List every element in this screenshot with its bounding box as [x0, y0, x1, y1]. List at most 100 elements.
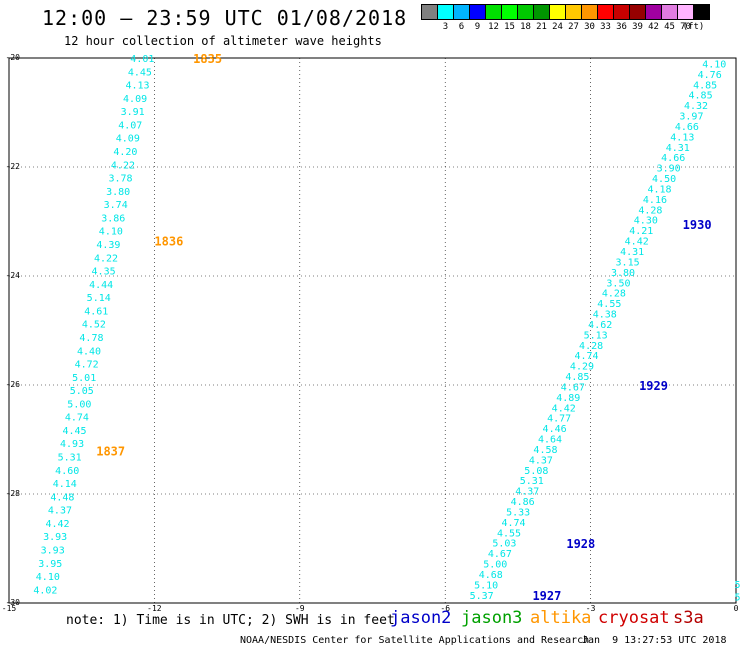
wave-height-value: 3.80: [611, 268, 635, 279]
wave-height-value: 4.28: [579, 341, 603, 352]
wave-height-value: 4.62: [588, 320, 612, 331]
wave-height-value: 3.80: [106, 187, 130, 198]
wave-height-value: 4.40: [77, 346, 101, 357]
color-scale-label: 3: [442, 22, 449, 32]
wave-height-value: 4.22: [94, 253, 118, 264]
longitude-tick-label: -6: [440, 604, 450, 613]
wave-height-value: 4.10: [36, 572, 60, 583]
track-time-label: 1928: [566, 537, 595, 551]
wave-height-value: 4.42: [45, 519, 69, 530]
wave-height-value: 4.02: [33, 585, 57, 596]
wave-height-value: 5.33: [506, 507, 530, 518]
wave-height-value: 4.46: [543, 424, 567, 435]
legend-item-jason2: jason2: [390, 608, 452, 628]
wave-height-value: 4.48: [50, 492, 74, 503]
wave-height-value: 5.01: [72, 373, 96, 384]
wave-height-value: 4.66: [675, 122, 699, 133]
longitude-tick-label: 0: [734, 604, 739, 613]
wave-height-value: 4.29: [570, 362, 594, 373]
wave-height-value-edge: 5.: [735, 580, 740, 591]
longitude-tick-label: -3: [586, 604, 596, 613]
wave-height-value: 4.10: [702, 59, 726, 70]
wave-height-value: 4.52: [82, 320, 106, 331]
wave-height-value: 4.45: [62, 426, 86, 437]
color-scale-label: 42: [648, 22, 659, 32]
wave-height-value: 4.64: [538, 435, 562, 446]
wave-height-value: 4.74: [502, 518, 526, 529]
wave-height-value: 4.76: [698, 70, 722, 81]
latitude-tick-label: -20: [6, 53, 21, 62]
wave-height-value: 5.10: [474, 580, 498, 591]
track-time-label: 1836: [154, 235, 183, 249]
map-subtitle: 12 hour collection of altimeter wave hei…: [64, 34, 382, 48]
color-scale-unit: (ft): [682, 22, 705, 32]
wave-height-value: 3.91: [121, 107, 145, 118]
wave-height-value: 4.32: [684, 101, 708, 112]
latitude-tick-label: -28: [6, 489, 21, 498]
legend-item-altika: altika: [530, 608, 592, 628]
footnote: note: 1) Time is in UTC; 2) SWH is in fe…: [66, 613, 395, 628]
wave-height-value: 4.18: [647, 184, 671, 195]
wave-height-value: 4.09: [123, 94, 147, 105]
wave-height-value: 4.01: [130, 54, 154, 65]
track-time-label: 1929: [639, 379, 668, 393]
wave-height-value: 4.67: [561, 382, 585, 393]
color-scale-label: 39: [632, 22, 643, 32]
wave-height-value: 4.38: [593, 310, 617, 321]
color-scale-label: 18: [520, 22, 531, 32]
color-scale-label: 6: [458, 22, 465, 32]
wave-height-value: 4.50: [652, 174, 676, 185]
wave-height-value: 3.15: [616, 257, 640, 268]
wave-height-value: 4.22: [111, 160, 135, 171]
generated-timestamp: Jan 9 13:27:53 UTC 2018: [582, 635, 727, 646]
wave-height-value: 4.66: [661, 153, 685, 164]
map-title: 12:00 – 23:59 UTC 01/08/2018: [42, 6, 408, 30]
wave-height-value: 3.86: [101, 213, 125, 224]
legend-item-cryosat: cryosat: [598, 608, 670, 628]
wave-height-value: 4.21: [629, 226, 653, 237]
color-scale-label: 21: [536, 22, 547, 32]
wave-height-value: 5.03: [492, 539, 516, 550]
wave-height-value: 4.45: [128, 67, 152, 78]
wave-height-value: 3.50: [606, 278, 630, 289]
credit-text: NOAA/NESDIS Center for Satellite Applica…: [240, 635, 590, 646]
wave-height-value: 4.67: [488, 549, 512, 560]
longitude-tick-label: -9: [295, 604, 305, 613]
wave-height-value: 3.90: [657, 164, 681, 175]
color-scale-label: 27: [568, 22, 579, 32]
wave-height-value: 5.14: [87, 293, 111, 304]
color-scale-bar: [421, 4, 710, 20]
longitude-tick-label: -15: [2, 604, 17, 613]
wave-height-value: 4.42: [552, 403, 576, 414]
wave-height-value: 4.78: [79, 333, 103, 344]
wave-height-value: 5.13: [584, 330, 608, 341]
wave-height-value: 4.55: [597, 299, 621, 310]
wave-height-value: 4.37: [48, 506, 72, 517]
wave-height-value: 3.95: [38, 559, 62, 570]
wave-height-value: 4.14: [53, 479, 77, 490]
wave-height-value: 4.68: [479, 570, 503, 581]
wave-height-value: 5.31: [520, 476, 544, 487]
wave-height-value: 4.58: [533, 445, 557, 456]
wave-height-value: 4.44: [89, 280, 113, 291]
wave-height-value: 4.37: [529, 455, 553, 466]
wave-height-value: 4.93: [60, 439, 84, 450]
color-scale-label: 24: [552, 22, 563, 32]
wave-height-value: 3.93: [41, 546, 65, 557]
wave-height-value: 4.85: [693, 80, 717, 91]
wave-height-value: 4.39: [96, 240, 120, 251]
color-scale-label: 45: [664, 22, 675, 32]
latitude-tick-label: -26: [6, 380, 21, 389]
wave-height-value: 4.20: [113, 147, 137, 158]
wave-height-value: 4.31: [620, 247, 644, 258]
wave-height-value: 3.78: [108, 174, 132, 185]
color-scale-label: 12: [488, 22, 499, 32]
wave-height-value: 4.61: [84, 306, 108, 317]
wave-height-value: 4.74: [574, 351, 598, 362]
color-scale-label: 33: [600, 22, 611, 32]
color-scale-label: 15: [504, 22, 515, 32]
wave-height-value: 4.16: [643, 195, 667, 206]
wave-height-value: 4.85: [565, 372, 589, 383]
wave-height-value: 3.74: [104, 200, 128, 211]
track-time-label: 1930: [683, 218, 712, 232]
